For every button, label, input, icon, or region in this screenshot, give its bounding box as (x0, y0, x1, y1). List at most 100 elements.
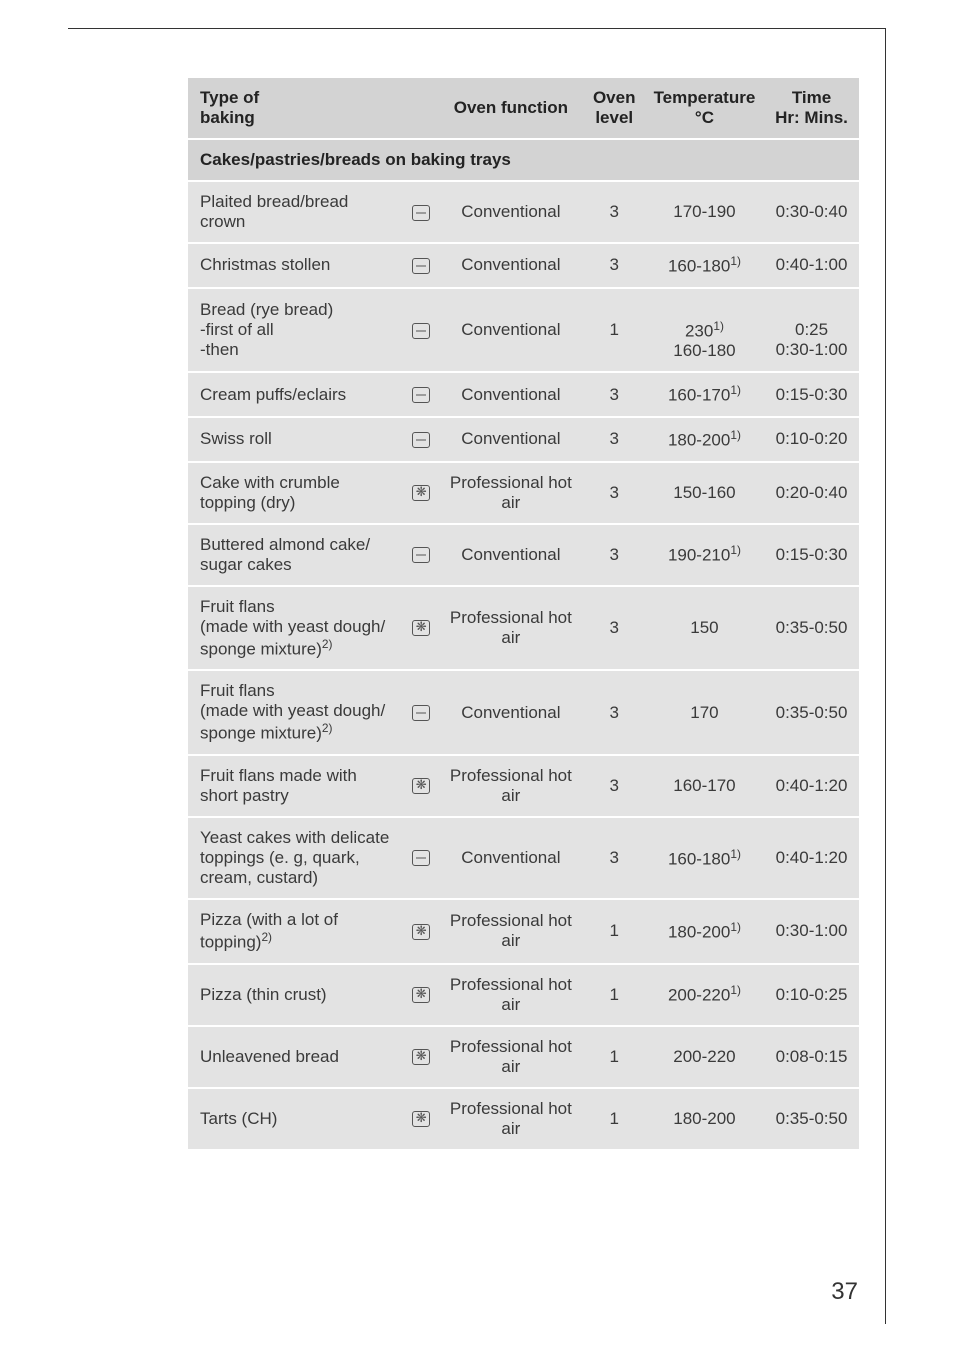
table-body: Cakes/pastries/breads on baking trays Pl… (188, 139, 859, 1149)
cell-type: Bread (rye bread)-first of all-then (188, 288, 404, 373)
cell-icon (404, 1026, 438, 1088)
cell-level: 3 (584, 524, 645, 586)
section-title: Cakes/pastries/breads on baking trays (188, 139, 859, 181)
cell-function: Conventional (438, 417, 584, 462)
cell-time: 0:15-0:30 (764, 372, 859, 417)
cell-type: Pizza (thin crust) (188, 964, 404, 1026)
cell-function: Professional hot air (438, 1088, 584, 1149)
cell-type: Swiss roll (188, 417, 404, 462)
conventional-oven-icon (412, 432, 430, 448)
conventional-oven-icon (412, 387, 430, 403)
cell-level: 1 (584, 1088, 645, 1149)
cell-temp: 190-2101) (645, 524, 764, 586)
time-label: TimeHr: Mins. (775, 88, 848, 127)
cell-type: Cream puffs/eclairs (188, 372, 404, 417)
cell-level: 3 (584, 586, 645, 671)
col-time-header: TimeHr: Mins. (764, 78, 859, 139)
cell-time: 0:20-0:40 (764, 462, 859, 524)
cell-function: Professional hot air (438, 964, 584, 1026)
cell-temp: 200-220 (645, 1026, 764, 1088)
cell-type: Tarts (CH) (188, 1088, 404, 1149)
cell-temp: 180-2001) (645, 417, 764, 462)
cell-temp: 2301)160-180 (645, 288, 764, 373)
cell-function: Professional hot air (438, 755, 584, 817)
cell-icon (404, 670, 438, 755)
table-row: Pizza (with a lot of topping)2) Professio… (188, 899, 859, 964)
cell-function: Professional hot air (438, 462, 584, 524)
fan-oven-icon (412, 620, 430, 636)
cell-type: Pizza (with a lot of topping)2) (188, 899, 404, 964)
col-icon-header (404, 78, 438, 139)
cell-level: 1 (584, 1026, 645, 1088)
baking-table: Type ofbaking Oven function Ovenlevel Te… (188, 78, 859, 1149)
table-row: Fruit flans(made with yeast dough/ spong… (188, 586, 859, 671)
cell-level: 3 (584, 755, 645, 817)
cell-type: Buttered almond cake/ sugar cakes (188, 524, 404, 586)
cell-time: 0:15-0:30 (764, 524, 859, 586)
cell-time: 0:40-1:20 (764, 817, 859, 899)
cell-icon (404, 964, 438, 1026)
table-row: Cake with crumble topping (dry) Professio… (188, 462, 859, 524)
cell-icon (404, 755, 438, 817)
cell-time: 0:30-1:00 (764, 899, 859, 964)
cell-icon (404, 462, 438, 524)
conventional-oven-icon (412, 850, 430, 866)
cell-level: 3 (584, 462, 645, 524)
cell-temp: 170 (645, 670, 764, 755)
temp-label: Temperature°C (654, 88, 756, 127)
cell-type: Cake with crumble topping (dry) (188, 462, 404, 524)
cell-function: Conventional (438, 817, 584, 899)
cell-function: Professional hot air (438, 1026, 584, 1088)
cell-time: 0:40-1:20 (764, 755, 859, 817)
cell-level: 3 (584, 817, 645, 899)
cell-temp: 160-1701) (645, 372, 764, 417)
conventional-oven-icon (412, 205, 430, 221)
cell-level: 3 (584, 670, 645, 755)
cell-icon (404, 586, 438, 671)
cell-time: 0:10-0:20 (764, 417, 859, 462)
col-func-header: Oven function (438, 78, 584, 139)
content-area: Type ofbaking Oven function Ovenlevel Te… (188, 78, 859, 1149)
cell-temp: 200-2201) (645, 964, 764, 1026)
func-label: Oven function (454, 98, 568, 117)
cell-function: Conventional (438, 670, 584, 755)
cell-temp: 160-170 (645, 755, 764, 817)
table-row: Cream puffs/eclairsConventional3160-1701… (188, 372, 859, 417)
conventional-oven-icon (412, 258, 430, 274)
cell-time: 0:40-1:00 (764, 243, 859, 288)
cell-temp: 180-200 (645, 1088, 764, 1149)
cell-time: 0:35-0:50 (764, 670, 859, 755)
fan-oven-icon (412, 485, 430, 501)
cell-icon (404, 417, 438, 462)
cell-time: 0:250:30-1:00 (764, 288, 859, 373)
cell-function: Conventional (438, 181, 584, 243)
cell-temp: 150 (645, 586, 764, 671)
cell-icon (404, 288, 438, 373)
cell-level: 1 (584, 964, 645, 1026)
cell-temp: 180-2001) (645, 899, 764, 964)
cell-type: Christmas stollen (188, 243, 404, 288)
cell-level: 3 (584, 181, 645, 243)
table-row: Plaited bread/bread crownConventional317… (188, 181, 859, 243)
section-row: Cakes/pastries/breads on baking trays (188, 139, 859, 181)
cell-function: Conventional (438, 288, 584, 373)
cell-level: 3 (584, 243, 645, 288)
cell-function: Professional hot air (438, 899, 584, 964)
cell-icon (404, 524, 438, 586)
type-label: Type ofbaking (200, 88, 259, 127)
table-row: Christmas stollenConventional3160-1801)0… (188, 243, 859, 288)
col-level-header: Ovenlevel (584, 78, 645, 139)
table-row: Unleavened breadProfessional hot air1200… (188, 1026, 859, 1088)
header-row: Type ofbaking Oven function Ovenlevel Te… (188, 78, 859, 139)
cell-time: 0:08-0:15 (764, 1026, 859, 1088)
cell-level: 1 (584, 288, 645, 373)
fan-oven-icon (412, 1049, 430, 1065)
table-row: Fruit flans(made with yeast dough/ spong… (188, 670, 859, 755)
level-label: Ovenlevel (593, 88, 636, 127)
cell-time: 0:35-0:50 (764, 1088, 859, 1149)
conventional-oven-icon (412, 547, 430, 563)
cell-icon (404, 1088, 438, 1149)
cell-temp: 160-1801) (645, 817, 764, 899)
cell-level: 1 (584, 899, 645, 964)
cell-temp: 170-190 (645, 181, 764, 243)
